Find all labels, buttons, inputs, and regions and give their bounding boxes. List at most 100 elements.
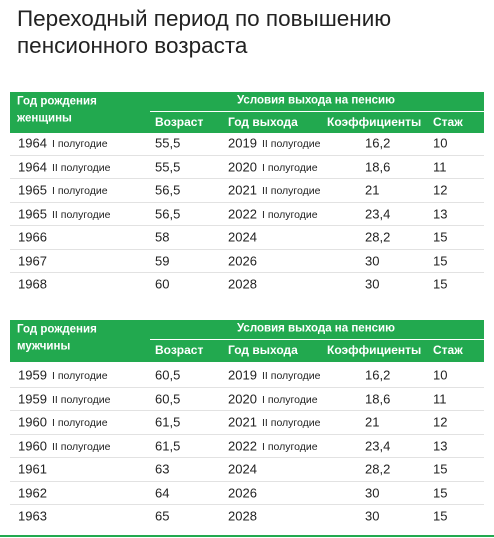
title-line: Переходный период по повышению	[17, 6, 392, 31]
row-separator	[10, 155, 484, 156]
age: 60	[155, 276, 170, 292]
header-divider	[150, 339, 484, 340]
row-separator	[10, 249, 484, 250]
coefficient: 30	[365, 485, 380, 500]
birth-half: II полугодие	[52, 393, 111, 406]
title-line: пенсионного возраста	[17, 33, 248, 58]
group-label: Год рождения	[17, 95, 97, 108]
age: 61,5	[155, 414, 181, 430]
exit-half: II полугодие	[262, 184, 321, 197]
coefficient: 16,2	[365, 135, 391, 151]
exit-year: 2024	[228, 229, 257, 245]
exit-year: 2021	[228, 182, 257, 198]
row-separator	[10, 202, 484, 203]
exit-year: 2028	[228, 276, 257, 292]
column-header: Возраст	[155, 115, 204, 129]
age: 56,5	[155, 206, 181, 221]
coefficient: 30	[365, 253, 380, 268]
birth-year: 1967	[18, 253, 47, 268]
birth-half: I полугодие	[52, 369, 108, 382]
coefficient: 30	[365, 276, 380, 292]
bottom-rule	[0, 535, 494, 537]
work-years: 12	[433, 182, 448, 198]
birth-year: 1960	[18, 438, 47, 453]
birth-half: I полугодие	[52, 184, 108, 197]
exit-half: I полугодие	[262, 393, 318, 406]
column-header: Коэффициенты	[327, 343, 422, 357]
age: 65	[155, 508, 170, 524]
birth-year: 1966	[18, 229, 47, 245]
column-header: Возраст	[155, 343, 204, 357]
exit-half: II полугодие	[262, 369, 321, 382]
age: 59	[155, 253, 170, 268]
exit-year: 2028	[228, 508, 257, 524]
birth-year: 1963	[18, 508, 47, 524]
coefficient: 28,2	[365, 229, 391, 245]
coefficient: 23,4	[365, 438, 391, 453]
exit-year: 2026	[228, 253, 257, 268]
coefficient: 28,2	[365, 461, 391, 477]
birth-year: 1961	[18, 461, 47, 477]
row-separator	[10, 457, 484, 458]
exit-year: 2022	[228, 438, 257, 453]
birth-half: I полугодие	[52, 137, 108, 150]
birth-year: 1968	[18, 276, 47, 292]
group-label: Год рождения	[17, 323, 97, 336]
exit-year: 2019	[228, 135, 257, 151]
exit-year: 2020	[228, 391, 257, 406]
exit-half: II полугодие	[262, 137, 321, 150]
age: 58	[155, 229, 170, 245]
work-years: 15	[433, 508, 448, 524]
birth-half: II полугодие	[52, 161, 111, 174]
work-years: 11	[433, 391, 447, 406]
age: 55,5	[155, 135, 181, 151]
exit-half: I полугодие	[262, 440, 318, 453]
age: 64	[155, 485, 170, 500]
group-label: женщины	[17, 112, 72, 125]
row-separator	[10, 410, 484, 411]
row-separator	[10, 504, 484, 505]
exit-year: 2019	[228, 367, 257, 383]
row-separator	[10, 481, 484, 482]
work-years: 13	[433, 206, 448, 221]
conditions-label: Условия выхода на пенсию	[237, 94, 395, 107]
exit-year: 2024	[228, 461, 257, 477]
work-years: 15	[433, 253, 448, 268]
work-years: 15	[433, 276, 448, 292]
row-separator	[10, 387, 484, 388]
age: 60,5	[155, 367, 181, 383]
group-label: мужчины	[17, 340, 71, 353]
coefficient: 21	[365, 182, 380, 198]
work-years: 10	[433, 367, 448, 383]
header-band	[10, 92, 484, 133]
column-header: Стаж	[433, 115, 463, 129]
header-divider	[150, 111, 484, 112]
exit-half: I полугодие	[262, 161, 318, 174]
birth-year: 1962	[18, 485, 47, 500]
column-header: Год выхода	[228, 115, 298, 129]
birth-half: II полугодие	[52, 440, 111, 453]
birth-year: 1959	[18, 367, 47, 383]
work-years: 10	[433, 135, 448, 151]
row-separator	[10, 434, 484, 435]
coefficient: 23,4	[365, 206, 391, 221]
work-years: 13	[433, 438, 448, 453]
work-years: 15	[433, 461, 448, 477]
age: 60,5	[155, 391, 181, 406]
exit-year: 2021	[228, 414, 257, 430]
row-separator	[10, 225, 484, 226]
coefficient: 18,6	[365, 159, 391, 174]
exit-year: 2022	[228, 206, 257, 221]
birth-year: 1964	[18, 135, 47, 151]
column-header: Стаж	[433, 343, 463, 357]
coefficient: 16,2	[365, 367, 391, 383]
birth-year: 1959	[18, 391, 47, 406]
coefficient: 18,6	[365, 391, 391, 406]
exit-year: 2020	[228, 159, 257, 174]
row-separator	[10, 272, 484, 273]
conditions-label: Условия выхода на пенсию	[237, 322, 395, 335]
work-years: 11	[433, 159, 447, 174]
exit-year: 2026	[228, 485, 257, 500]
birth-half: II полугодие	[52, 208, 111, 221]
birth-year: 1964	[18, 159, 47, 174]
